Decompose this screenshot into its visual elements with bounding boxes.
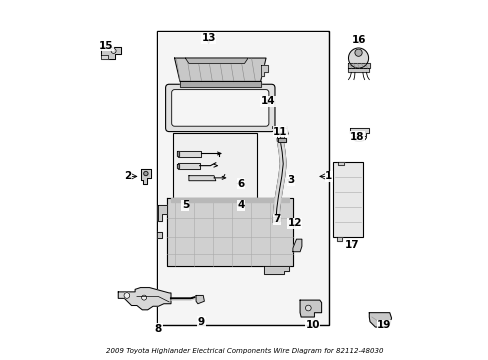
- Polygon shape: [185, 58, 247, 63]
- Polygon shape: [158, 205, 167, 221]
- Circle shape: [354, 49, 362, 56]
- Text: 15: 15: [99, 41, 113, 50]
- Text: 18: 18: [349, 132, 364, 142]
- Text: 6: 6: [237, 179, 244, 189]
- Circle shape: [305, 305, 310, 311]
- Polygon shape: [300, 300, 321, 317]
- Text: 7: 7: [272, 215, 280, 224]
- Text: 10: 10: [305, 320, 319, 330]
- Polygon shape: [273, 217, 280, 221]
- Polygon shape: [178, 163, 199, 168]
- Text: 11: 11: [273, 127, 287, 136]
- Text: 9: 9: [198, 317, 204, 327]
- Bar: [172, 134, 257, 216]
- Bar: [158, 32, 327, 324]
- Polygon shape: [180, 81, 260, 87]
- Polygon shape: [174, 58, 265, 81]
- Polygon shape: [196, 296, 204, 304]
- Polygon shape: [171, 198, 289, 202]
- Text: 16: 16: [351, 35, 366, 45]
- Text: 17: 17: [344, 239, 359, 249]
- Text: 12: 12: [287, 218, 301, 228]
- Polygon shape: [368, 313, 391, 327]
- Text: 13: 13: [201, 33, 215, 43]
- Text: 14: 14: [260, 96, 275, 106]
- Polygon shape: [336, 237, 341, 241]
- Polygon shape: [348, 68, 368, 72]
- Polygon shape: [101, 47, 121, 59]
- Text: 2009 Toyota Highlander Electrical Components Wire Diagram for 82112-48030: 2009 Toyota Highlander Electrical Compon…: [105, 348, 383, 354]
- Polygon shape: [118, 288, 171, 310]
- Polygon shape: [338, 162, 344, 165]
- Polygon shape: [188, 176, 215, 181]
- Polygon shape: [178, 150, 201, 157]
- Text: 4: 4: [237, 200, 244, 210]
- Circle shape: [142, 295, 146, 300]
- Circle shape: [124, 293, 129, 298]
- Text: 3: 3: [287, 175, 294, 185]
- Polygon shape: [177, 151, 179, 156]
- FancyBboxPatch shape: [165, 84, 274, 132]
- Polygon shape: [260, 65, 267, 76]
- Polygon shape: [167, 198, 292, 266]
- Polygon shape: [349, 128, 368, 136]
- Polygon shape: [177, 163, 179, 168]
- Bar: [156, 31, 328, 325]
- Circle shape: [348, 48, 368, 68]
- Text: 8: 8: [155, 324, 162, 334]
- Text: 19: 19: [376, 320, 391, 330]
- Circle shape: [143, 171, 148, 176]
- Polygon shape: [101, 55, 107, 59]
- Polygon shape: [347, 63, 369, 68]
- Text: 2: 2: [124, 171, 131, 181]
- Text: 1: 1: [325, 171, 332, 181]
- Polygon shape: [264, 266, 289, 274]
- Polygon shape: [140, 169, 151, 184]
- Polygon shape: [277, 138, 285, 142]
- Text: 5: 5: [182, 200, 188, 210]
- FancyBboxPatch shape: [171, 90, 268, 126]
- Circle shape: [111, 48, 116, 53]
- Bar: [333, 162, 362, 237]
- Polygon shape: [156, 232, 162, 238]
- Polygon shape: [292, 239, 301, 252]
- Polygon shape: [273, 128, 287, 134]
